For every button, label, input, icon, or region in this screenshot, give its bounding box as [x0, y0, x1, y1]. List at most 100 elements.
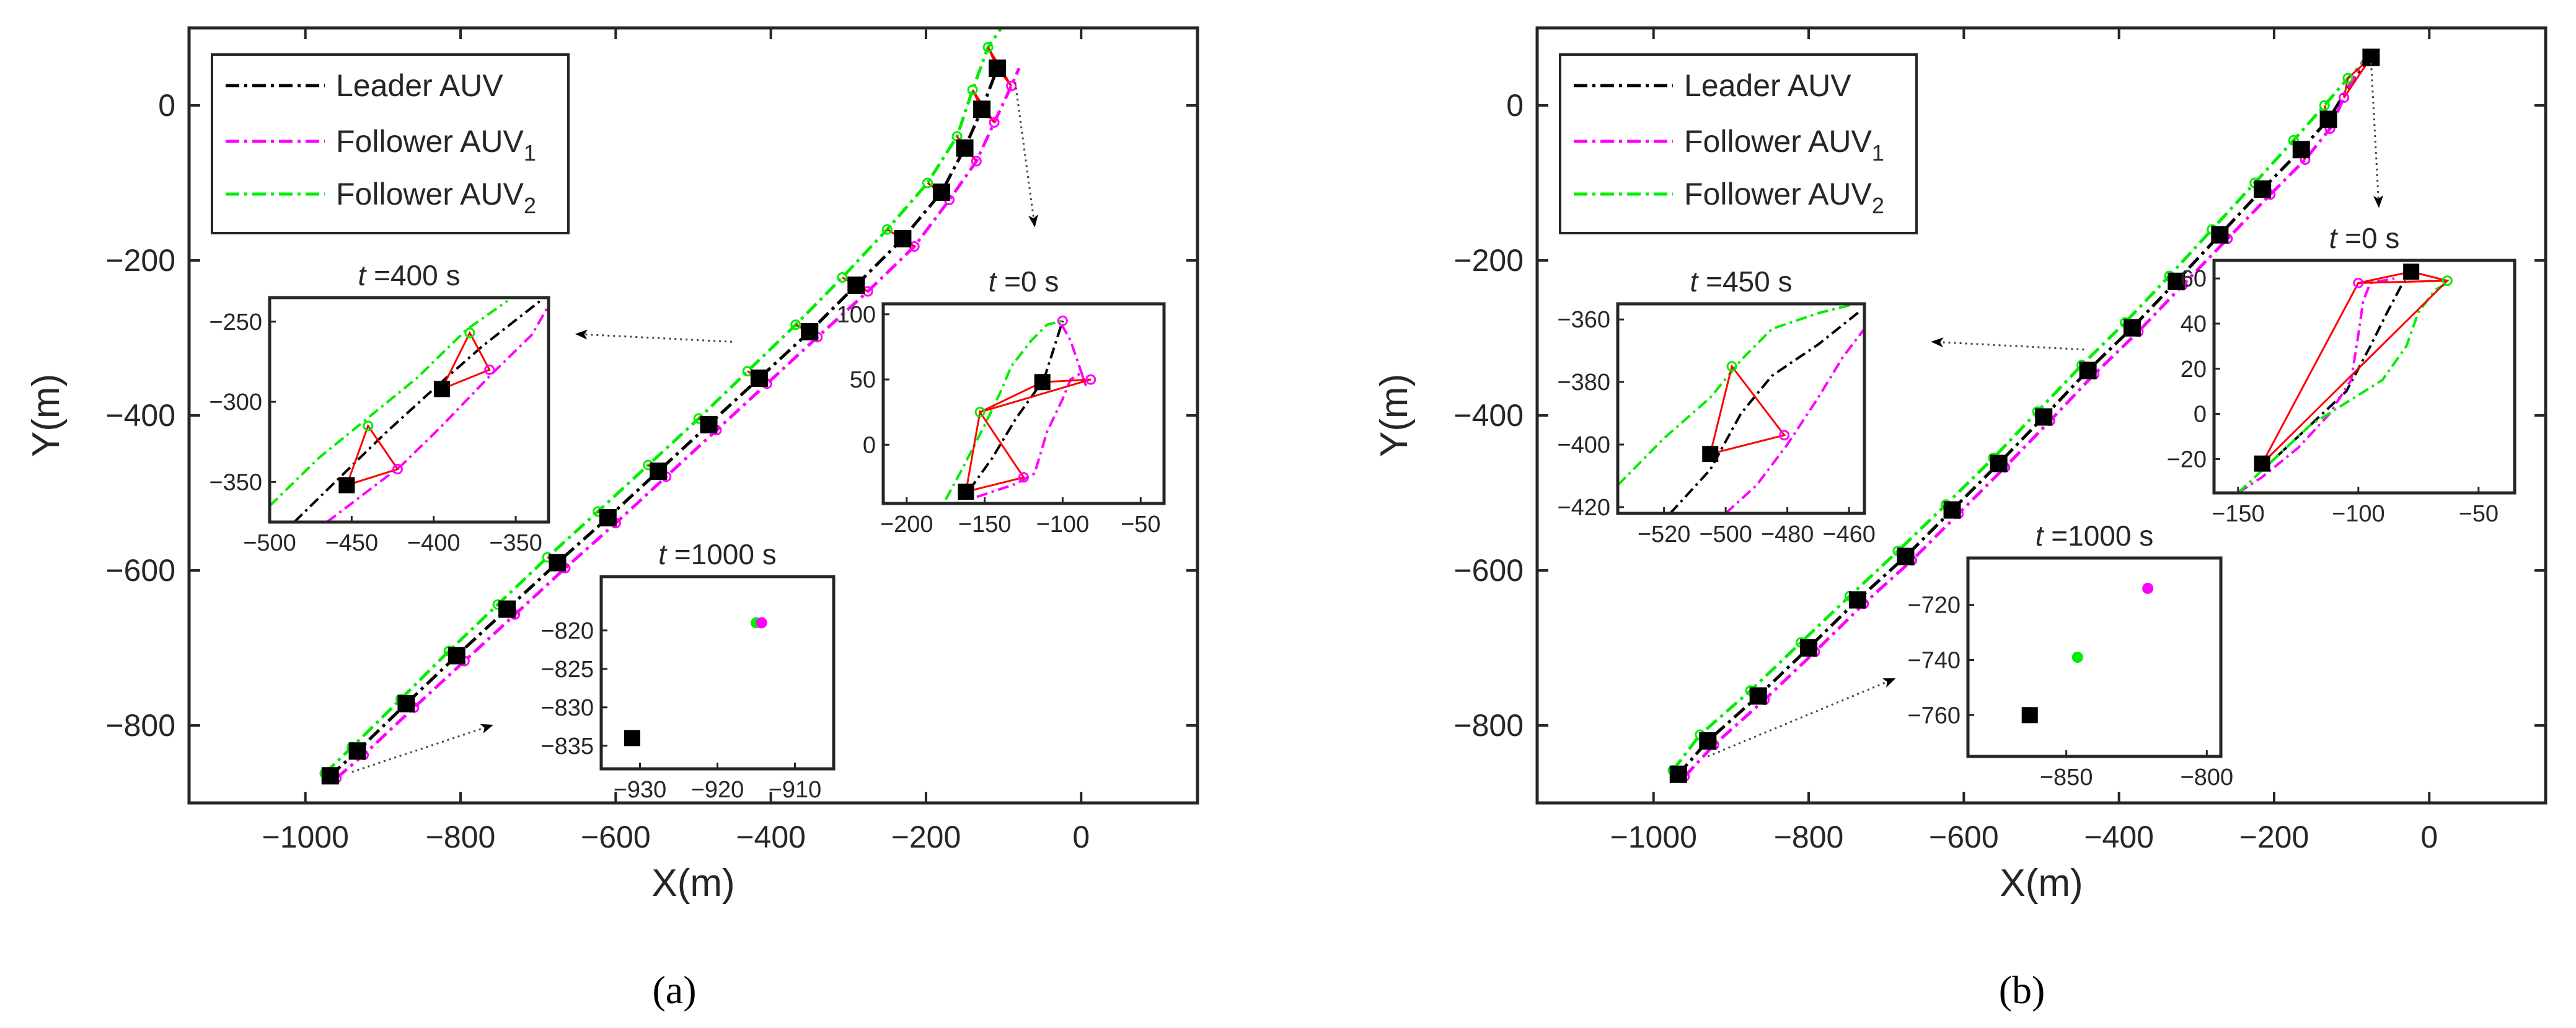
legend-subscript: 1: [1872, 140, 1884, 166]
leader-marker: [1848, 591, 1866, 609]
follower2-marker: [881, 224, 893, 235]
inset-y-tick-label: −20: [2167, 446, 2207, 472]
inset-frame: [2212, 259, 2516, 495]
leader-marker: [2292, 141, 2310, 159]
inset: −850 −800 −720 −740 −760 t =1000 s: [1907, 520, 2233, 791]
inset-y-tick-label: 100: [837, 302, 876, 328]
legend-entry: Follower AUV1: [336, 124, 536, 166]
leader-marker: [1943, 501, 1961, 519]
inset-follower1-marker: [2353, 277, 2364, 288]
inset-x-tick-label: −500: [1699, 521, 1752, 547]
inset-leader-line: [968, 320, 1064, 492]
inset-title-value: =1000 s: [2044, 520, 2154, 552]
inset-bg: [883, 304, 1164, 503]
leader-marker: [801, 323, 819, 340]
x-tick-label: −800: [1774, 820, 1844, 854]
inset-x-tick-label: −50: [2459, 501, 2499, 527]
inset-x-tick-label: −150: [958, 512, 1012, 538]
inset-x-tick-label: −520: [1638, 521, 1691, 547]
inset: −150 −100 −50 60 40 20 0 −20 t =0 s: [2167, 222, 2516, 527]
leader-marker: [1669, 765, 1687, 783]
legend-subscript: 2: [1872, 193, 1884, 218]
inset-x-tick-label: −480: [1761, 521, 1814, 547]
inset-y-tick-label: 60: [2181, 266, 2207, 292]
inset-formation-triangle: [2358, 270, 2448, 284]
axes-frame: [187, 26, 1199, 805]
x-tick-label: −200: [891, 820, 961, 854]
legend: Leader AUV Follower AUV1 Follower AUV2: [1559, 53, 1918, 234]
inset-title-value: =0 s: [996, 265, 1059, 298]
inset-frame: [1616, 302, 1866, 515]
leader-marker: [956, 139, 974, 157]
inset-bg: [1618, 304, 1864, 513]
inset-y-tick-label: 50: [850, 367, 876, 393]
inset-title: t =450 s: [1690, 265, 1793, 298]
inset-y-tick-label: −825: [540, 657, 594, 683]
zoom-arrow: [1014, 82, 1038, 228]
series-line-follower2: [324, 28, 1003, 775]
inset-y-tick-label: −835: [540, 733, 594, 760]
leader-marker: [2035, 408, 2053, 426]
legend: Leader AUV Follower AUV1 Follower AUV2: [211, 53, 570, 234]
formation-triangle: [2343, 56, 2372, 99]
follower1-marker: [2339, 92, 2350, 103]
zoom-arrow: [575, 329, 733, 343]
x-tick-label: −1000: [262, 820, 349, 854]
y-tick-label: −600: [1453, 553, 1524, 588]
y-tick-label: −200: [105, 243, 175, 278]
inset-title-t: t: [989, 265, 998, 298]
leader-marker: [2079, 361, 2097, 379]
inset-follower2-marker: [464, 327, 475, 339]
x-axis-label: X(m): [651, 862, 734, 905]
inset-title: t =400 s: [358, 259, 461, 291]
y-tick-label: −600: [105, 553, 175, 588]
inset-plot: [1618, 304, 1864, 513]
inset-y-tick-label: −380: [1557, 370, 1610, 396]
follower2-marker: [2319, 100, 2330, 111]
inset-follower1-marker: [1018, 472, 1029, 483]
follower2-marker: [2342, 73, 2353, 84]
follower2-marker: [837, 272, 848, 283]
y-tick-label: −400: [105, 398, 175, 433]
inset-title-value: =0 s: [2337, 222, 2399, 254]
inset-y-tick-label: −720: [1907, 593, 1961, 619]
x-tick-label: −400: [2084, 820, 2154, 854]
inset-x-tick-label: −910: [769, 777, 822, 803]
inset-follower1-marker: [1779, 430, 1790, 441]
inset-title-t: t: [658, 538, 668, 570]
inset-follower1-point: [2142, 582, 2154, 594]
inset-follower1-line: [326, 304, 549, 522]
inset-x-tick-label: −200: [880, 512, 933, 538]
leader-marker: [989, 60, 1007, 77]
legend-subscript: 2: [524, 193, 536, 218]
inset-plot: [2021, 582, 2154, 724]
follower2-marker: [967, 84, 978, 95]
legend-subscript: 1: [524, 140, 536, 166]
y-tick-label: 0: [1506, 88, 1524, 123]
inset-x-tick-label: −350: [489, 530, 542, 556]
leader-marker: [847, 277, 865, 294]
y-tick-label: −200: [1453, 243, 1524, 278]
inset-follower2-marker: [363, 420, 374, 432]
leader-marker: [549, 554, 567, 572]
plot-area: [319, 28, 1021, 785]
leader-marker: [1897, 547, 1915, 565]
x-tick-label: −800: [426, 820, 496, 854]
inset-title-value: =1000 s: [666, 538, 777, 570]
follower1-marker: [971, 156, 982, 167]
inset-y-tick-label: −820: [540, 618, 594, 644]
inset-title-value: =400 s: [366, 259, 460, 291]
inset-x-tick-label: −850: [2040, 764, 2093, 791]
inset-x-tick-label: −50: [1121, 512, 1160, 538]
inset-leader-marker: [433, 381, 450, 397]
follower2-marker: [790, 319, 801, 330]
panel-caption: (b): [1999, 968, 2045, 1012]
inset-plot: [2237, 264, 2453, 493]
inset-follower2-marker: [1726, 361, 1737, 372]
inset-follower1-marker: [484, 364, 495, 375]
x-tick-label: −600: [581, 820, 651, 854]
inset-x-tick-label: −500: [243, 530, 296, 556]
follower1-marker: [989, 117, 1000, 128]
inset-frame: [1966, 556, 2223, 758]
inset-title-t: t: [2036, 520, 2045, 552]
